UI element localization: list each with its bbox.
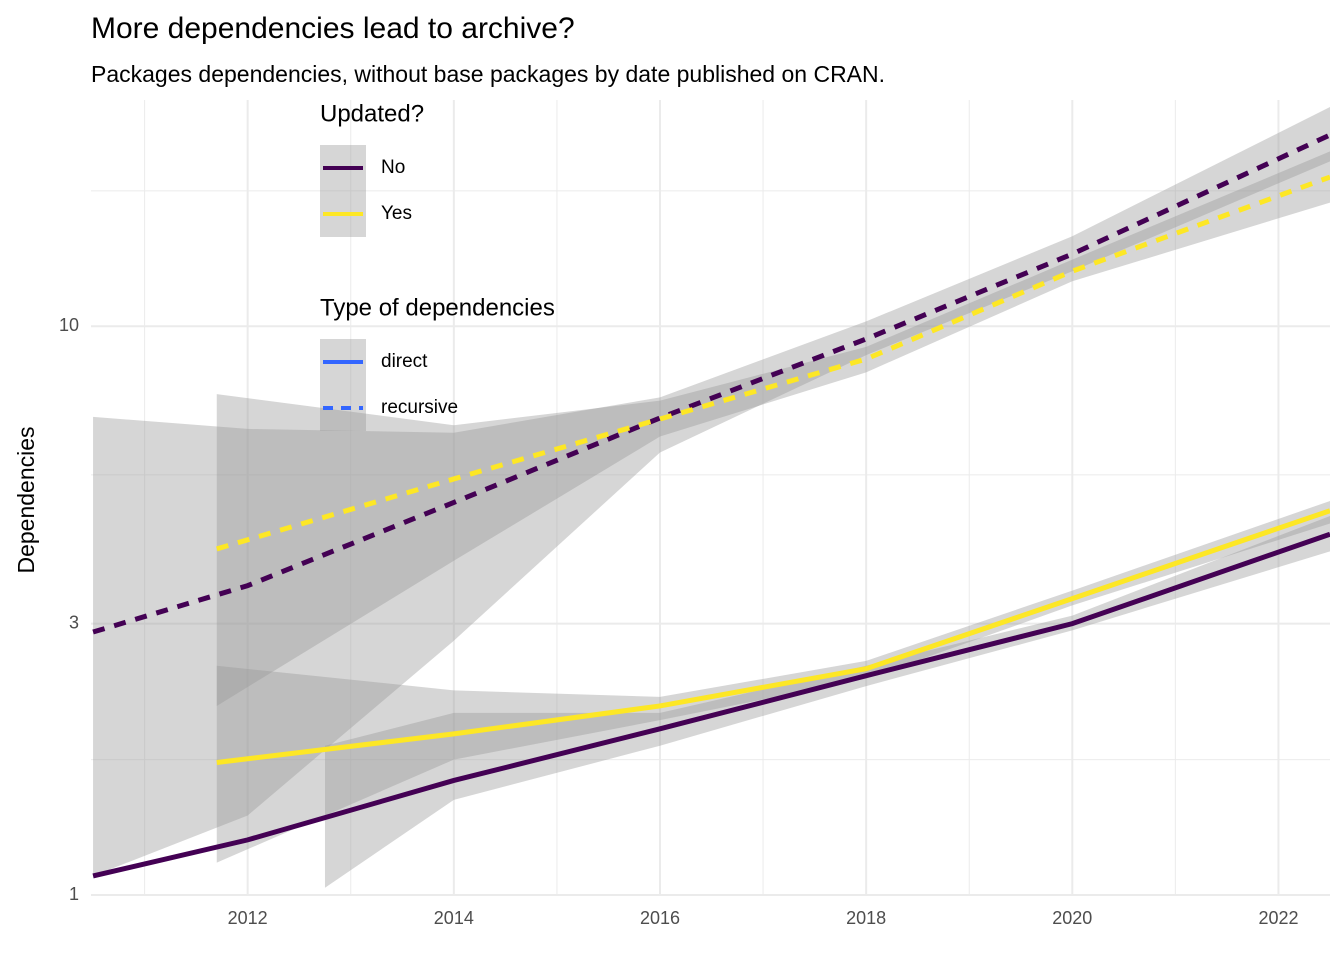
- grid: 2012 2014 2016 2018 2020 2022 1 3 10: [59, 100, 1330, 928]
- y-tick-label: 10: [59, 315, 79, 335]
- x-tick-label: 2014: [434, 908, 474, 928]
- x-tick-label: 2022: [1258, 908, 1298, 928]
- legend-key-background: [320, 145, 366, 237]
- confidence-band: [93, 107, 1330, 876]
- legend: Updated? No Yes Type of dependencies direct r…: [320, 100, 555, 431]
- trend-line: [92, 132, 1330, 635]
- legend-label: direct: [381, 351, 428, 372]
- confidence-band: [216, 500, 1330, 863]
- chart-subtitle: Packages dependencies, without base pack…: [91, 61, 885, 87]
- plot-area: [92, 107, 1330, 888]
- y-tick-label: 1: [69, 884, 79, 904]
- y-axis-label: Dependencies: [13, 426, 39, 573]
- x-tick-label: 2018: [846, 908, 886, 928]
- x-tick-label: 2020: [1052, 908, 1092, 928]
- x-tick-label: 2012: [228, 908, 268, 928]
- confidence-band: [216, 151, 1330, 706]
- legend-key-background: [320, 339, 366, 431]
- legend-title: Type of dependencies: [320, 294, 555, 321]
- trend-line: [92, 531, 1330, 879]
- y-tick-label: 3: [69, 612, 79, 632]
- x-tick-label: 2016: [640, 908, 680, 928]
- legend-label: Yes: [381, 203, 412, 224]
- legend-label: recursive: [381, 397, 458, 418]
- trend-line: [216, 508, 1330, 765]
- legend-title: Updated?: [320, 100, 424, 127]
- legend-label: No: [381, 157, 405, 178]
- chart-title: More dependencies lead to archive?: [91, 12, 575, 45]
- trend-line: [216, 174, 1330, 552]
